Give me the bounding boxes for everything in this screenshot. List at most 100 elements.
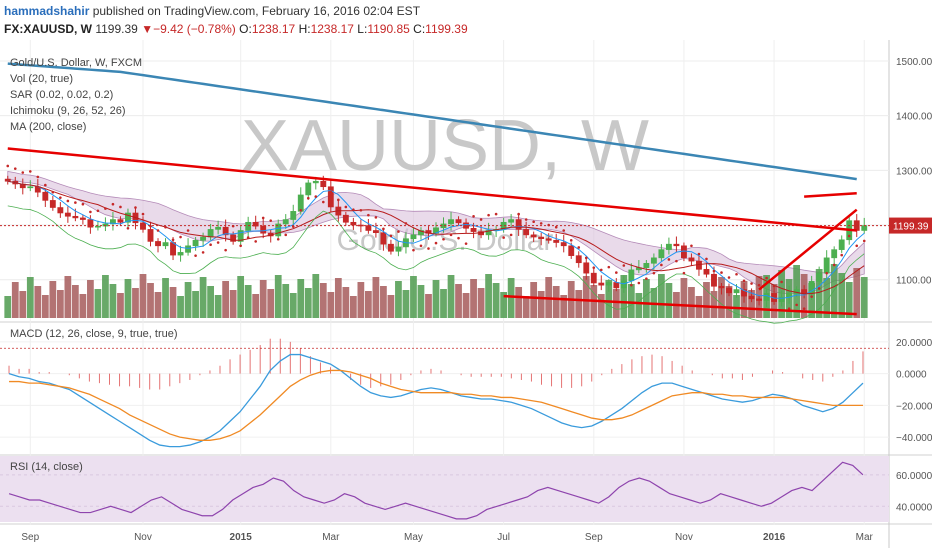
candle-body	[312, 180, 319, 184]
sar-dot	[622, 264, 626, 267]
sar-dot	[337, 198, 340, 202]
candle-body	[485, 230, 492, 236]
rsi-pane	[0, 456, 889, 522]
sar-dot	[502, 236, 505, 239]
volume-bar	[688, 287, 695, 318]
sar-dot	[276, 237, 280, 241]
candle-body	[87, 219, 94, 228]
candle-body	[320, 180, 327, 188]
candle-body	[605, 282, 612, 286]
sar-dot	[712, 269, 716, 273]
sar-dot	[457, 236, 460, 240]
sar-dot	[750, 282, 753, 285]
time-tick-label: 2016	[763, 532, 786, 543]
sar-dot	[584, 256, 588, 260]
sar-dot	[412, 248, 415, 252]
candle-body	[643, 263, 650, 268]
candle-body	[470, 228, 477, 232]
sar-dot	[374, 216, 378, 219]
sar-dot	[569, 239, 573, 242]
sar-dot	[36, 175, 40, 179]
volume-bar	[485, 274, 492, 318]
volume-bar	[154, 292, 162, 318]
sar-dot	[382, 227, 385, 231]
candle-body	[861, 225, 868, 231]
sar-dot	[359, 208, 363, 212]
candle-body	[410, 234, 417, 239]
sar-dot	[847, 234, 851, 238]
legend-macd[interactable]: MACD (12, 26, close, 9, true, true)	[10, 328, 178, 340]
volume-bar	[410, 276, 417, 318]
sar-dot	[787, 307, 791, 311]
time-tick-label: Nov	[675, 532, 693, 543]
volume-bar	[552, 286, 560, 318]
sar-dot	[637, 281, 641, 285]
price-tick-label: 1300.00	[896, 166, 932, 177]
volume-bar	[147, 283, 154, 318]
volume-bar	[177, 296, 184, 318]
trend-lines	[7, 147, 858, 316]
legend-ichimoku[interactable]: Ichimoku (9, 26, 52, 26)	[10, 105, 126, 117]
candle-body	[756, 298, 762, 301]
time-tick-label: May	[404, 532, 423, 543]
time-axis[interactable]: Sep Nov 2015 Mar May Jul Sep Nov 2016 Mar	[21, 532, 873, 543]
candle-body	[583, 262, 590, 274]
legend-sar[interactable]: SAR (0.02, 0.02, 0.2)	[10, 89, 113, 101]
volume-bar	[192, 291, 199, 318]
symbol-label: FX:XAUUSD, W	[4, 22, 92, 36]
volume-bar	[462, 293, 470, 318]
candle-body	[282, 219, 289, 225]
sar-dot	[577, 246, 581, 249]
price-axis[interactable]: 1500.001400.001300.001200.001100.001199.…	[889, 57, 932, 513]
candle-body	[831, 249, 838, 259]
open-value: 1238.17	[251, 22, 296, 36]
author-link[interactable]: hammadshahir	[4, 4, 90, 18]
legend-rsi[interactable]: RSI (14, close)	[10, 461, 83, 473]
price-change: −9.42 (−0.78%)	[153, 22, 236, 36]
sar-dot	[209, 243, 212, 247]
volume-bar	[447, 275, 455, 318]
volume-bar	[11, 282, 19, 318]
open-key: O:	[239, 22, 252, 36]
sar-dot	[667, 258, 671, 261]
candle-body	[297, 194, 304, 212]
volume-bar	[162, 278, 169, 318]
candle-body	[177, 252, 184, 256]
sar-dot	[254, 240, 257, 243]
ma200-line	[7, 62, 857, 181]
candle-body	[395, 246, 402, 252]
volume-bar	[49, 281, 57, 318]
price-tick-label: 1100.00	[896, 276, 932, 287]
volume-bar	[94, 289, 102, 318]
legend-ma[interactable]: MA (200, close)	[10, 121, 86, 133]
sar-dot	[119, 205, 122, 209]
candle-body	[27, 186, 34, 189]
candle-body	[372, 230, 379, 233]
candle-body	[523, 229, 530, 236]
macd-line	[8, 353, 864, 448]
candle-body	[741, 289, 747, 297]
candle-body	[327, 186, 334, 208]
volume-bar	[34, 286, 42, 318]
volume-bar	[522, 296, 530, 318]
volume-bar	[349, 296, 357, 318]
sar-dot	[697, 252, 701, 256]
rsi-line	[8, 461, 864, 520]
candle-body	[140, 222, 146, 230]
sar-dot	[427, 247, 430, 250]
sar-dot	[810, 295, 813, 298]
candle-body	[147, 229, 154, 242]
volume-bar	[41, 295, 49, 318]
candle-body	[650, 257, 657, 264]
price-tick-label: 1500.00	[896, 57, 932, 68]
sar-dot	[194, 254, 197, 257]
volume-bar	[222, 281, 230, 318]
sar-dot	[795, 303, 798, 307]
volume-bar	[815, 269, 823, 318]
legend-title[interactable]: Gold/U.S. Dollar, W, FXCM	[10, 57, 142, 69]
legend-vol[interactable]: Vol (20, true)	[10, 73, 73, 85]
candle-body	[568, 245, 575, 256]
volume-bar	[860, 277, 868, 318]
volume-bar	[620, 275, 628, 318]
